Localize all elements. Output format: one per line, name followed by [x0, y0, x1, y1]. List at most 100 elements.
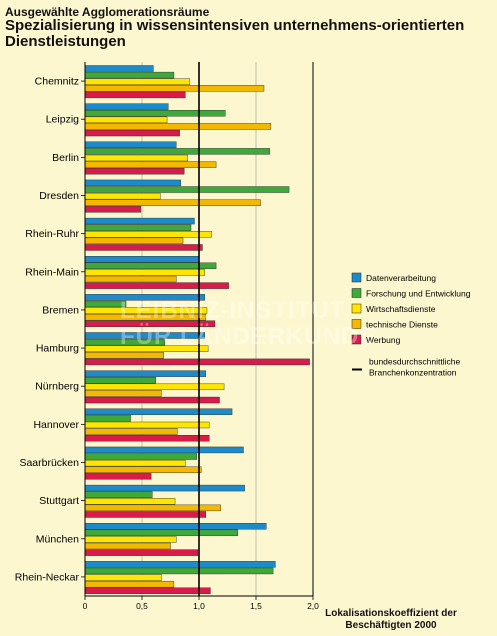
x-tick-label-2: 1,0 [193, 601, 205, 611]
bar-2-2 [84, 154, 188, 162]
bar-0-0 [84, 65, 154, 72]
bar-9-3 [84, 428, 178, 435]
bar-2-3 [84, 161, 217, 168]
bar-11-2 [84, 498, 176, 505]
category-label-9: Hannover [33, 419, 79, 431]
bar-12-4 [84, 549, 199, 556]
bar-9-1 [84, 415, 131, 422]
bar-11-1 [84, 491, 153, 498]
bar-8-0 [84, 370, 207, 377]
bar-3-1 [84, 186, 290, 193]
legend-label-1: Forschung und Entwicklung [366, 289, 471, 299]
bar-4-0 [84, 217, 195, 225]
bar-1-0 [84, 103, 169, 110]
bar-1-3 [84, 123, 272, 130]
bar-3-3 [84, 199, 261, 206]
bar-4-3 [84, 237, 184, 245]
bar-6-3 [84, 313, 207, 321]
x-tick-label-1: 0,5 [136, 601, 148, 611]
category-label-0: Chemnitz [35, 76, 79, 88]
bar-4-4 [84, 244, 203, 251]
bar-4-1 [84, 224, 192, 231]
legend-swatch-4 [351, 334, 362, 345]
bar-10-0 [84, 446, 244, 454]
bar-5-2 [84, 269, 205, 276]
x-tick-label-0: 0 [83, 601, 88, 611]
chart-title: Spezialisierung in wissensintensiven unt… [5, 17, 465, 50]
bar-10-4 [84, 473, 152, 480]
bar-13-1 [84, 567, 274, 575]
category-label-13: Rhein-Neckar [15, 571, 80, 583]
bar-2-1 [84, 148, 270, 155]
legend-label-0: Datenverarbeitung [366, 273, 436, 283]
bar-7-0 [84, 332, 205, 339]
bar-6-0 [84, 294, 205, 301]
bar-9-0 [84, 408, 233, 415]
category-label-8: Nürnberg [35, 381, 79, 393]
category-label-10: Saarbrücken [19, 457, 79, 469]
bar-5-3 [84, 275, 177, 283]
bar-0-3 [84, 85, 265, 92]
bar-11-0 [84, 484, 245, 492]
x-tick-label-3: 1,5 [250, 601, 262, 611]
bar-7-3 [84, 352, 164, 359]
bar-8-3 [84, 390, 162, 397]
bars [84, 65, 310, 594]
bar-0-1 [84, 71, 175, 79]
bar-10-3 [84, 466, 202, 473]
category-label-7: Hamburg [36, 343, 79, 355]
bar-0-4 [84, 91, 186, 99]
bar-5-4 [84, 282, 229, 289]
bar-3-4 [84, 206, 142, 213]
legend-swatch-0 [351, 272, 362, 283]
bar-0-2 [84, 78, 191, 85]
legend-label-2: Wirtschaftsdienste [366, 304, 436, 314]
bar-9-4 [84, 434, 210, 442]
legend-label-3: technische Dienste [366, 320, 438, 330]
bar-2-4 [84, 167, 185, 175]
bar-11-4 [84, 511, 207, 518]
bar-6-2 [84, 307, 208, 314]
bar-6-4 [84, 320, 216, 327]
bar-10-1 [84, 453, 197, 460]
bar-8-1 [84, 377, 156, 384]
bar-4-2 [84, 231, 212, 238]
bar-1-2 [84, 116, 168, 124]
bar-2-0 [84, 141, 177, 148]
x-axis-label: Lokalisationskoeffizient der Beschäftigt… [325, 608, 457, 631]
legend: Datenverarbeitung Forschung und Entwicklu… [351, 272, 471, 378]
category-label-11: Stuttgart [39, 495, 79, 507]
category-label-2: Berlin [52, 152, 79, 164]
category-label-4: Rhein-Ruhr [25, 228, 79, 240]
bar-3-2 [84, 192, 161, 200]
legend-reference-label-2: Branchenkonzentration [369, 368, 457, 378]
bar-12-2 [84, 536, 177, 543]
legend-label-4: Werbung [366, 335, 401, 345]
bar-8-2 [84, 383, 225, 391]
bar-7-1 [84, 338, 166, 346]
bar-13-3 [84, 580, 175, 588]
bar-6-1 [84, 300, 127, 308]
bar-1-1 [84, 110, 226, 117]
legend-swatch-1 [351, 288, 362, 298]
bar-3-0 [84, 179, 181, 187]
category-label-3: Dresden [39, 190, 79, 202]
bar-13-0 [84, 561, 276, 568]
category-labels: Chemnitz Leipzig Berlin Dresden Rhein-Ruhr Rh… [15, 76, 85, 583]
bar-13-4 [84, 587, 211, 594]
bar-7-2 [84, 345, 209, 352]
bar-13-2 [84, 574, 162, 581]
bar-7-4 [84, 358, 310, 366]
bar-9-2 [84, 421, 210, 429]
bar-12-3 [84, 542, 171, 550]
category-label-12: München [36, 533, 79, 545]
x-tick-label-4: 2,0 [307, 601, 319, 611]
bar-5-1 [84, 262, 217, 270]
bar-10-2 [84, 459, 186, 467]
legend-swatch-3 [351, 319, 362, 329]
axes: 0 0,5 1,0 1,5 2,0 [83, 62, 319, 611]
bar-5-0 [84, 256, 200, 263]
chart-supertitle: Ausgewählte Agglomerationsräume [5, 5, 210, 19]
bar-12-1 [84, 529, 238, 537]
